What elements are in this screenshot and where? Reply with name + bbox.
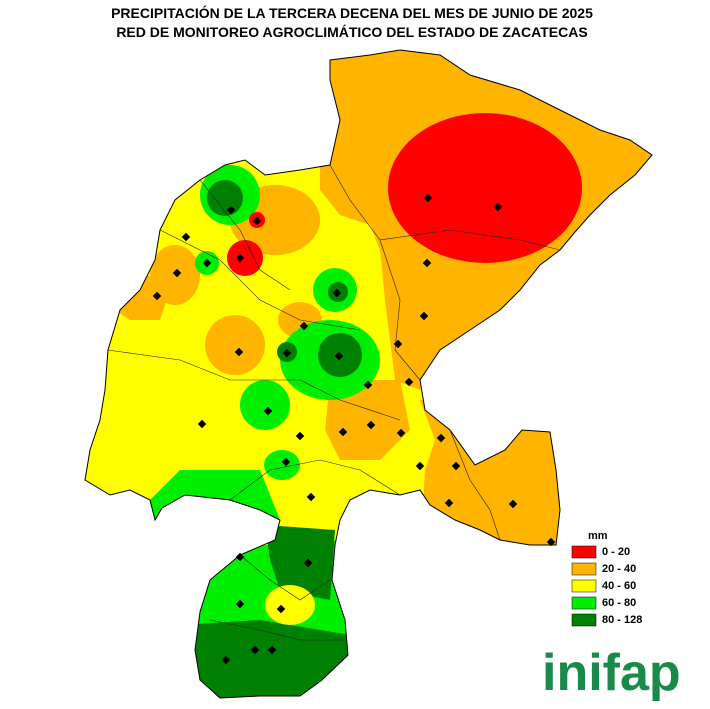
station xyxy=(281,457,291,467)
municipal-lines xyxy=(107,164,561,641)
region xyxy=(240,380,290,430)
region xyxy=(265,525,335,600)
station xyxy=(202,258,212,268)
station xyxy=(404,377,414,387)
legend-label: 80 - 128 xyxy=(602,614,642,626)
region xyxy=(264,450,300,480)
station xyxy=(235,253,245,263)
station xyxy=(436,433,446,443)
station xyxy=(332,288,342,298)
station xyxy=(451,461,461,471)
legend-swatch xyxy=(571,579,597,593)
station xyxy=(152,291,162,301)
station xyxy=(338,427,348,437)
region xyxy=(420,400,600,560)
legend-swatch xyxy=(571,596,597,610)
station xyxy=(396,428,406,438)
station xyxy=(306,492,316,502)
region xyxy=(265,585,315,625)
station xyxy=(363,380,373,390)
station xyxy=(366,420,376,430)
station xyxy=(303,558,313,568)
legend-label: 60 - 80 xyxy=(602,597,636,609)
station xyxy=(234,347,244,357)
station xyxy=(252,216,262,226)
station xyxy=(546,537,556,547)
station xyxy=(444,498,454,508)
stations xyxy=(152,193,556,665)
legend-label: 20 - 40 xyxy=(602,563,636,575)
station xyxy=(393,339,403,349)
station xyxy=(181,232,191,242)
legend-swatch xyxy=(571,545,597,559)
region xyxy=(207,180,243,216)
region xyxy=(325,380,410,460)
legend-title: mm xyxy=(588,530,608,542)
station xyxy=(197,419,207,429)
station xyxy=(422,258,432,268)
station xyxy=(334,351,344,361)
station xyxy=(282,348,292,358)
station xyxy=(276,604,286,614)
state-border xyxy=(84,49,653,699)
legend-swatch xyxy=(571,613,597,627)
legend-label: 0 - 20 xyxy=(602,546,630,558)
station xyxy=(493,202,503,212)
station xyxy=(172,268,182,278)
region xyxy=(205,315,265,375)
logo: inifap xyxy=(542,644,681,702)
legend: 0 - 20 20 - 40 40 - 60 60 - 80 80 - 128 xyxy=(571,545,642,627)
station xyxy=(267,645,277,655)
station xyxy=(423,193,433,203)
title-line: PRECIPITACIÓN DE LA TERCERA DECENA DEL M… xyxy=(111,4,593,21)
title-line: RED DE MONITOREO AGROCLIMÁTICO DEL ESTAD… xyxy=(116,24,587,40)
region xyxy=(388,113,582,263)
station xyxy=(415,461,425,471)
station xyxy=(263,406,273,416)
station xyxy=(508,499,518,509)
region xyxy=(180,620,350,698)
legend-label: 40 - 60 xyxy=(602,580,636,592)
region xyxy=(227,240,263,276)
station xyxy=(419,311,429,321)
station xyxy=(295,431,305,441)
legend-swatch xyxy=(571,562,597,576)
station xyxy=(226,205,236,215)
station xyxy=(299,321,309,331)
